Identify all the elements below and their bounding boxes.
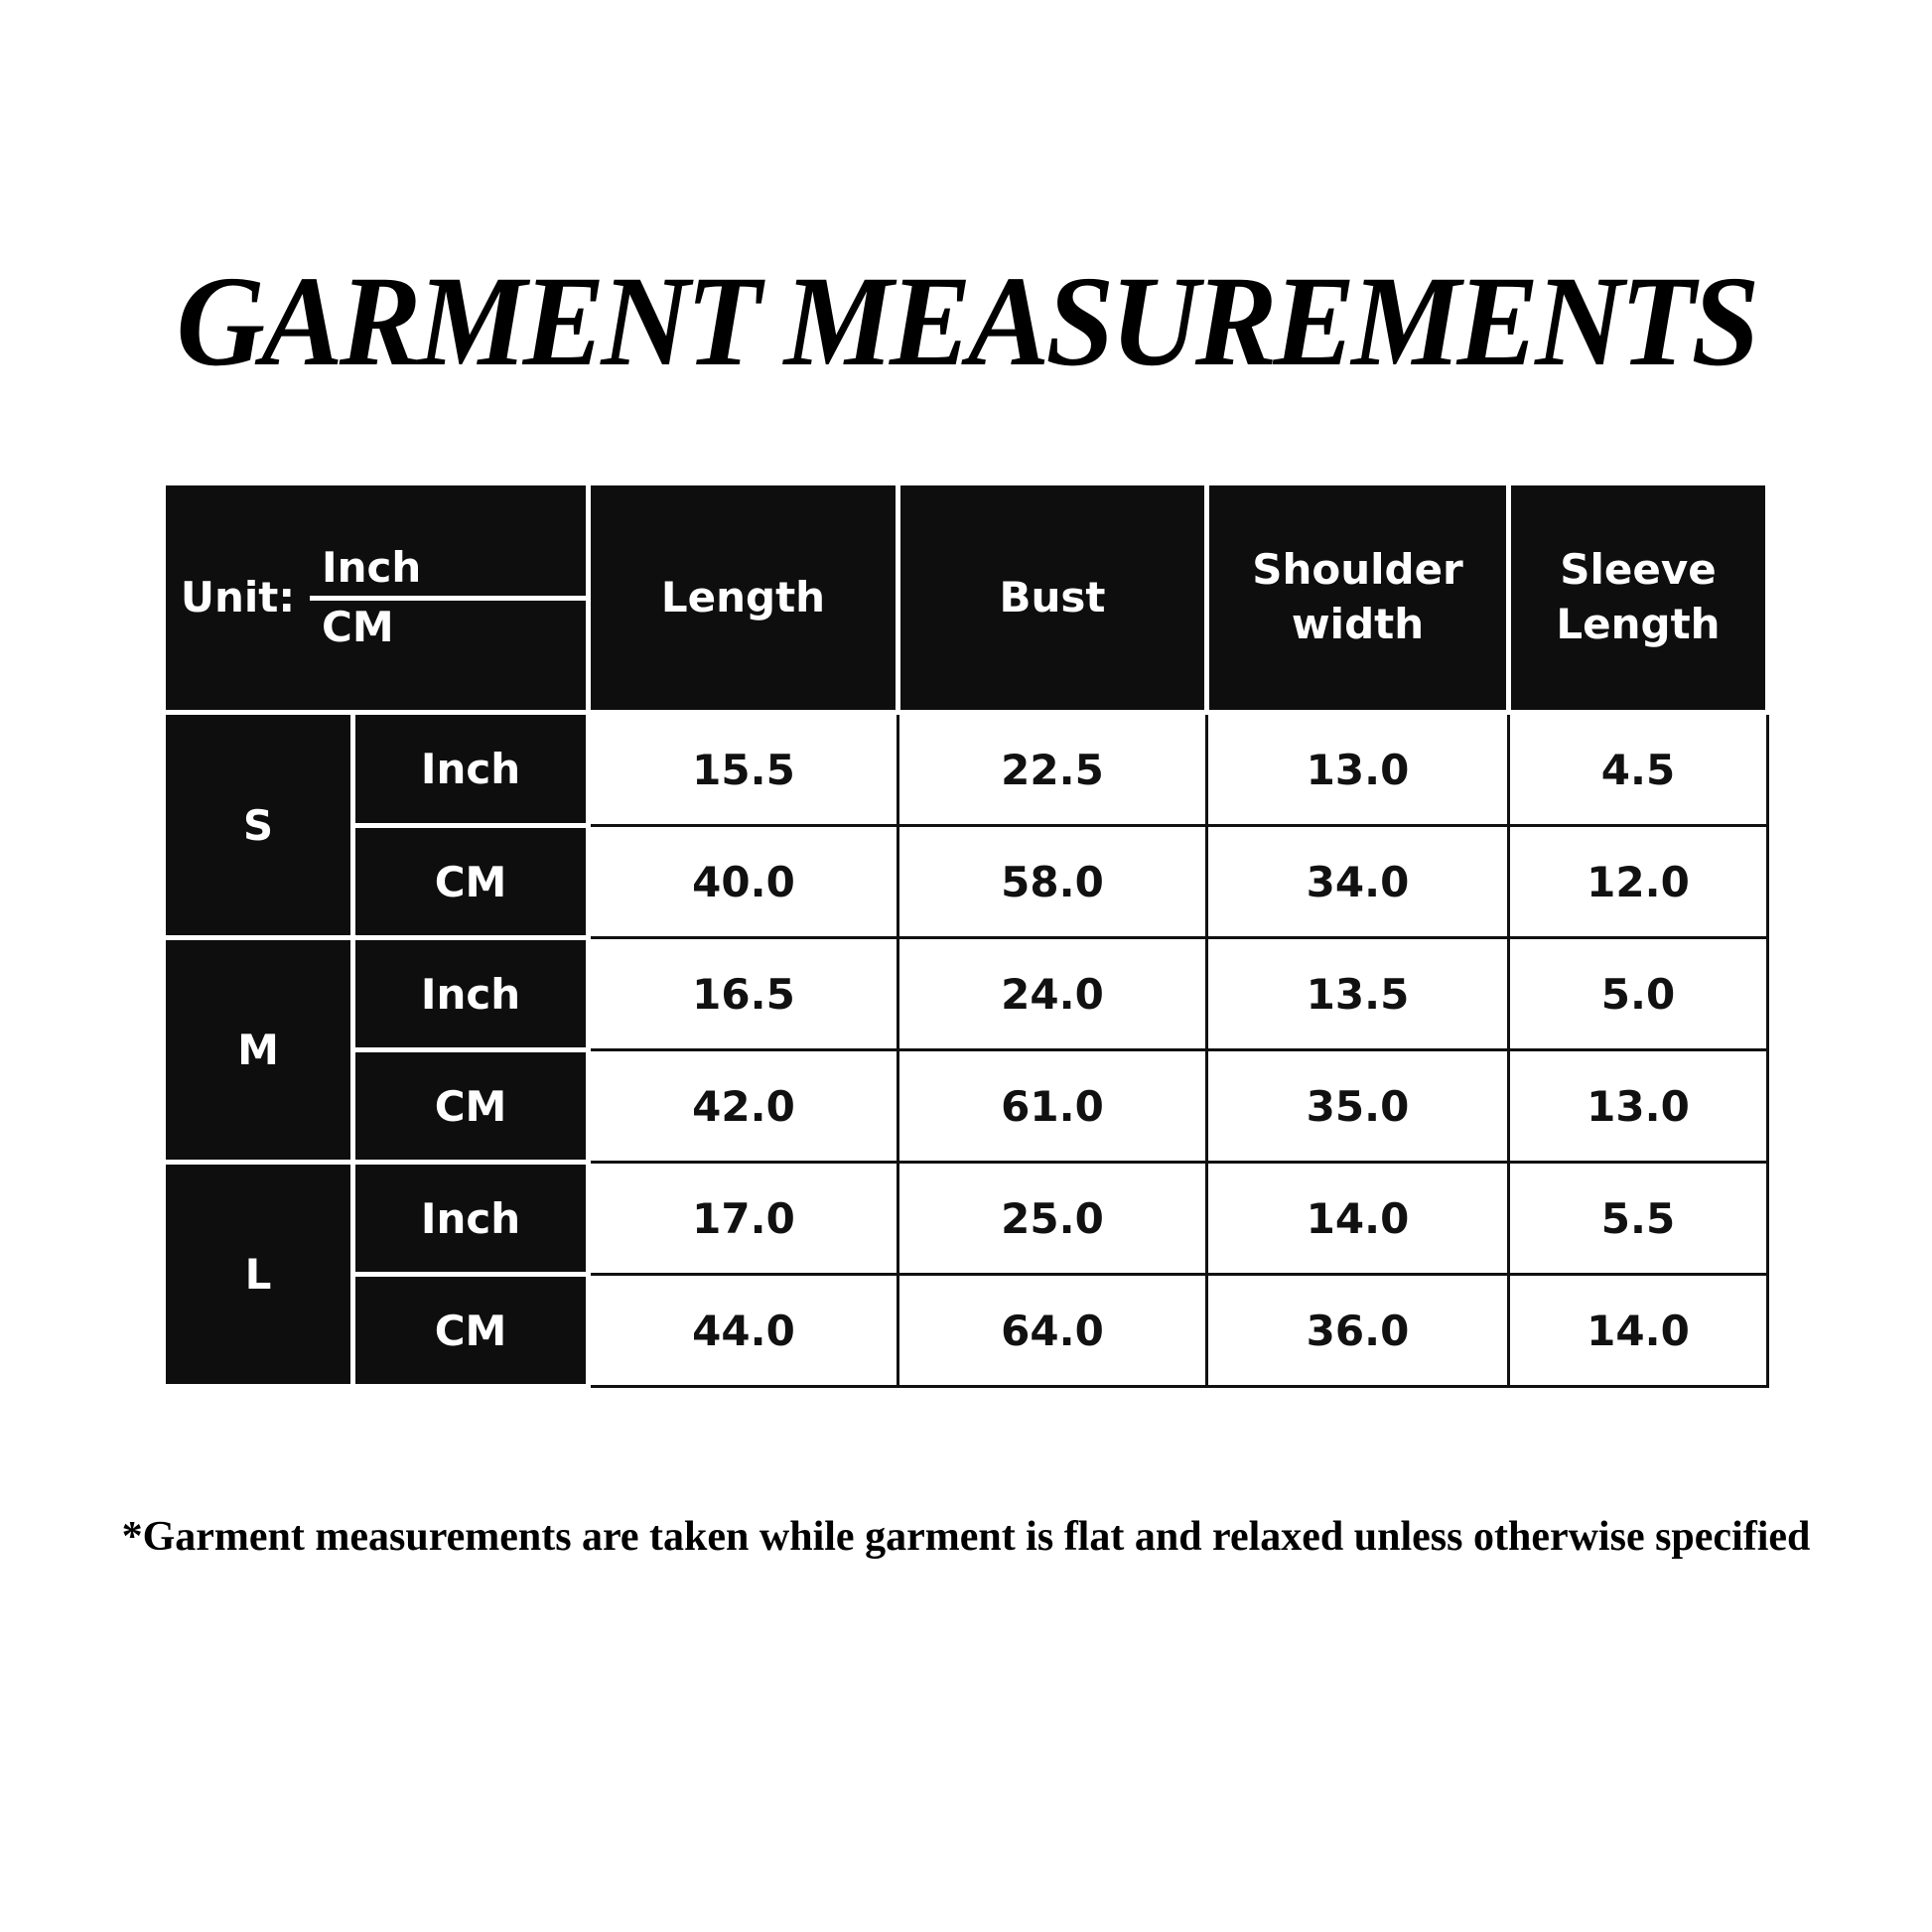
measurement-cell: 42.0 [587, 1048, 899, 1164]
unit-label-cell: Inch [350, 935, 591, 1052]
measurement-cell: 4.5 [1507, 711, 1769, 827]
measurement-cell: 40.0 [587, 824, 899, 939]
unit-inch: Inch [322, 543, 422, 593]
measurement-cell: 35.0 [1205, 1048, 1510, 1164]
unit-label-cell: Inch [350, 710, 591, 828]
size-chart-table: Unit: Inch CM Length Bust Shoulder width… [161, 481, 1770, 1389]
measurement-cell: 5.5 [1507, 1161, 1769, 1276]
table-row: S Inch 15.5 22.5 13.0 4.5 [161, 710, 1769, 940]
table-row: L Inch 17.0 25.0 14.0 5.5 [161, 1160, 1769, 1389]
measurement-cell: 22.5 [897, 711, 1208, 827]
measurement-cell: 14.0 [1507, 1273, 1769, 1388]
unit-label-cell: CM [350, 823, 591, 940]
measurement-cell: 58.0 [897, 824, 1208, 939]
page-title: GARMENT MEASUREMENTS [176, 249, 1759, 393]
measurement-cell: 24.0 [897, 936, 1208, 1051]
size-label: S [161, 710, 355, 940]
unit-label-cell: Inch [350, 1160, 591, 1277]
unit-label: Unit: [180, 572, 296, 621]
measurement-cell: 13.0 [1205, 711, 1510, 827]
unit-label-cell: CM [350, 1047, 591, 1165]
column-header: Bust [896, 481, 1209, 715]
unit-header-cell: Unit: Inch CM [161, 481, 591, 715]
table-row: CM 40.0 58.0 34.0 12.0 [164, 823, 1769, 940]
unit-label-cell: CM [350, 1272, 591, 1389]
measurement-cell: 44.0 [587, 1273, 899, 1388]
measurement-cell: 14.0 [1205, 1161, 1510, 1276]
measurement-cell: 34.0 [1205, 824, 1510, 939]
measurement-cell: 12.0 [1507, 824, 1769, 939]
size-label: L [161, 1160, 355, 1389]
measurement-cell: 61.0 [897, 1048, 1208, 1164]
table-row: M Inch 16.5 24.0 13.5 5.0 [161, 935, 1769, 1165]
measurement-cell: 36.0 [1205, 1273, 1510, 1388]
column-header: Shoulder width [1204, 481, 1511, 715]
measurement-cell: 17.0 [587, 1161, 899, 1276]
unit-cm: CM [322, 602, 394, 651]
table-row: CM 44.0 64.0 36.0 14.0 [164, 1272, 1769, 1389]
column-header: Sleeve Length [1506, 481, 1770, 715]
table-row: CM 42.0 61.0 35.0 13.0 [164, 1047, 1769, 1165]
measurement-cell: 16.5 [587, 936, 899, 1051]
measurement-cell: 13.5 [1205, 936, 1510, 1051]
size-label: M [161, 935, 355, 1165]
measurement-cell: 64.0 [897, 1273, 1208, 1388]
unit-divider [310, 595, 586, 601]
measurement-cell: 15.5 [587, 711, 899, 827]
measurement-cell: 5.0 [1507, 936, 1769, 1051]
column-header: Length [586, 481, 900, 715]
header-row: Unit: Inch CM Length Bust Shoulder width… [161, 481, 1770, 715]
measurement-cell: 13.0 [1507, 1048, 1769, 1164]
measurement-cell: 25.0 [897, 1161, 1208, 1276]
footnote: *Garment measurements are taken while ga… [121, 1514, 1811, 1560]
